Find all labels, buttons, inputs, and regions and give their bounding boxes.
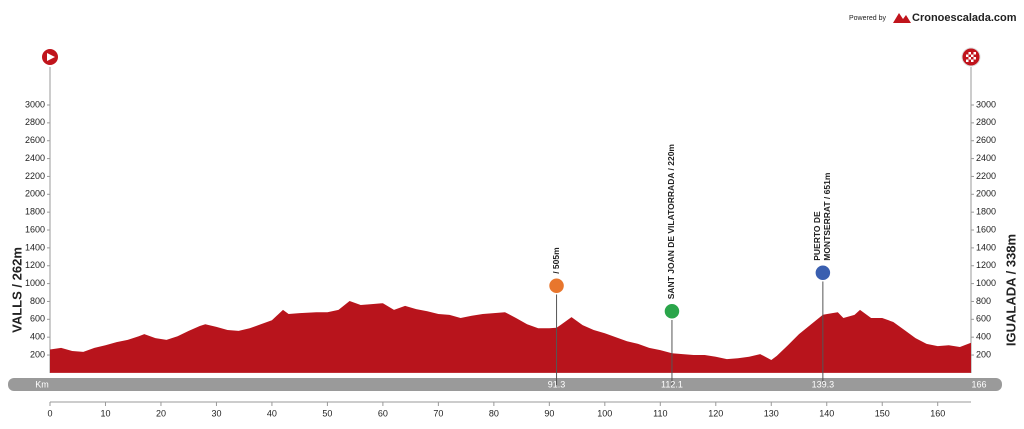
y-tick-label: 2600	[976, 135, 996, 145]
y-tick-label: 400	[976, 332, 991, 342]
y-tick-label: 2000	[25, 189, 45, 199]
km-value: 91.3	[548, 379, 566, 389]
y-tick-label: 2400	[976, 153, 996, 163]
marker-label: SANT JOAN DE VILATORRADA / 220m	[666, 144, 676, 300]
y-tick-label: 2800	[976, 117, 996, 127]
y-tick-label: 3000	[976, 99, 996, 109]
marker-label: / 505m	[551, 247, 561, 274]
y-tick-label: 2400	[25, 153, 45, 163]
y-tick-label: 200	[976, 349, 991, 359]
x-tick-label: 160	[930, 408, 945, 418]
logo-icon	[893, 13, 911, 23]
finish-checks	[966, 52, 976, 62]
x-tick-label: 80	[489, 408, 499, 418]
y-tick-label: 2800	[25, 117, 45, 127]
y-tick-label: 600	[976, 314, 991, 324]
marker-label: PUERTO DE	[812, 211, 822, 261]
x-tick-label: 60	[378, 408, 388, 418]
y-tick-label: 1800	[976, 207, 996, 217]
y-tick-label: 600	[30, 314, 45, 324]
x-tick-label: 30	[211, 408, 221, 418]
finish-label: IGUALADA / 338m	[1003, 234, 1018, 346]
marker-icon	[814, 264, 832, 282]
marker-label: MONTSERRAT / 651m	[822, 172, 832, 261]
start-label: VALLS / 262m	[9, 247, 24, 333]
km-value: 139.3	[812, 379, 835, 389]
x-tick-label: 110	[653, 408, 667, 418]
x-tick-label: 100	[597, 408, 612, 418]
x-tick-label: 150	[875, 408, 890, 418]
marker-icon	[663, 302, 681, 321]
y-tick-label: 1200	[976, 260, 996, 270]
y-tick-label: 2600	[25, 135, 45, 145]
start-arrow	[47, 53, 55, 61]
marker-icon	[547, 277, 566, 295]
y-tick-label: 1200	[25, 260, 45, 270]
y-tick-label: 400	[30, 332, 45, 342]
x-tick-label: 90	[544, 408, 554, 418]
x-tick-label: 140	[819, 408, 834, 418]
y-tick-label: 3000	[25, 99, 45, 109]
x-tick-label: 40	[267, 408, 277, 418]
km-end: 166	[971, 379, 986, 389]
x-tick-label: 120	[708, 408, 723, 418]
profile-area	[50, 301, 971, 373]
y-tick-label: 1400	[25, 242, 45, 252]
y-tick-label: 2000	[976, 189, 996, 199]
y-tick-label: 1000	[976, 278, 996, 288]
powered-by: Powered by	[849, 15, 886, 22]
x-tick-label: 70	[433, 408, 443, 418]
y-tick-label: 1600	[25, 224, 45, 234]
y-tick-label: 800	[30, 296, 45, 306]
finish-flag	[966, 52, 976, 62]
brand: Cronoescalada.com	[912, 12, 1017, 24]
km-bar	[8, 378, 1002, 391]
km-label: Km	[35, 379, 49, 389]
y-tick-label: 2200	[25, 171, 45, 181]
y-tick-label: 2200	[976, 171, 996, 181]
y-tick-label: 1000	[25, 278, 45, 288]
x-tick-label: 50	[322, 408, 332, 418]
y-tick-label: 1600	[976, 224, 996, 234]
x-tick-label: 0	[47, 408, 52, 418]
y-tick-label: 200	[30, 349, 45, 359]
y-tick-label: 1800	[25, 207, 45, 217]
x-tick-label: 130	[764, 408, 779, 418]
x-tick-label: 10	[100, 408, 110, 418]
x-tick-label: 20	[156, 408, 166, 418]
y-tick-label: 800	[976, 296, 991, 306]
km-value: 112.1	[661, 379, 683, 389]
y-tick-label: 1400	[976, 242, 996, 252]
